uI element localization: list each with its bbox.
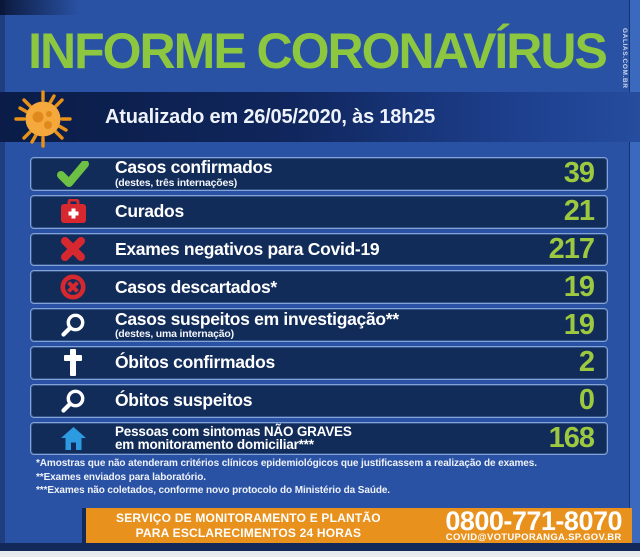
cross-icon <box>31 349 115 377</box>
virus-icon <box>14 90 72 148</box>
footnote-2: **Exames enviados para laboratório. <box>36 471 206 483</box>
search-icon <box>31 312 115 338</box>
right-edge-strip <box>629 0 640 557</box>
email-address: COVID@VOTUPORANGA.SP.GOV.BR <box>445 531 622 543</box>
left-edge-shade <box>0 0 5 557</box>
stat-sublabel: (destes, uma internação) <box>115 328 234 341</box>
stat-label-line2: em monitoramento domiciliar*** <box>115 437 314 453</box>
stat-sublabel: (destes, três internações) <box>115 176 238 189</box>
stat-label: Casos suspeitos em investigação** <box>115 308 399 329</box>
search-icon <box>31 388 115 414</box>
update-bar: Atualizado em 26/05/2020, às 18h25 <box>0 92 640 142</box>
update-timestamp: Atualizado em 26/05/2020, às 18h25 <box>105 105 436 128</box>
phone-number: 0800-771-8070 <box>445 505 622 536</box>
stat-label: Casos descartados* <box>115 276 277 297</box>
stats-list: Casos confirmados (destes, três internaç… <box>30 157 608 456</box>
bottom-navy-strip <box>0 543 640 551</box>
house-icon <box>31 426 115 451</box>
stat-row-casos-suspeitos: Casos suspeitos em investigação** (deste… <box>30 308 608 342</box>
stat-value: 0 <box>578 384 595 417</box>
stat-label: Exames negativos para Covid-19 <box>115 238 380 259</box>
stat-value: 21 <box>563 195 595 228</box>
stat-value: 217 <box>548 233 595 265</box>
stat-label: Casos confirmados <box>115 157 273 178</box>
stat-label: Curados <box>115 200 184 221</box>
stat-label: Óbitos suspeitos <box>115 389 253 410</box>
service-line1: SERVIÇO DE MONITORAMENTO E PLANTÃO <box>116 511 381 525</box>
x-mark-icon <box>31 236 115 262</box>
stat-value: 19 <box>563 308 595 341</box>
bottom-white-strip <box>0 551 640 557</box>
stat-row-monitoramento-domiciliar: Pessoas com sintomas NÃO GRAVES em monit… <box>30 421 608 456</box>
footer-contact-bar: SERVIÇO DE MONITORAMENTO E PLANTÃO PARA … <box>82 505 632 543</box>
stat-row-exames-negativos: Exames negativos para Covid-19 217 <box>30 232 608 267</box>
stat-label: Pessoas com sintomas NÃO GRAVES <box>115 423 352 439</box>
service-line2: PARA ESCLARECIMENTOS 24 HORAS <box>135 525 362 540</box>
stat-value: 2 <box>578 346 595 379</box>
credit-watermark: GALIAS.COM.BR <box>621 28 628 89</box>
first-aid-kit-icon <box>31 199 115 224</box>
stat-row-casos-confirmados: Casos confirmados (destes, três internaç… <box>30 157 608 191</box>
stat-label: Óbitos confirmados <box>115 352 275 373</box>
footnote-3: ***Exames não coletados, conforme novo p… <box>36 485 390 496</box>
stat-value: 168 <box>548 421 595 454</box>
stat-row-curados: Curados 21 <box>30 194 608 229</box>
stat-value: 19 <box>563 270 595 303</box>
footnotes: *Amostras que não atenderam critérios cl… <box>36 457 620 498</box>
page-title: INFORME CORONAVÍRUS <box>28 23 608 79</box>
check-icon <box>31 160 115 187</box>
circle-x-icon <box>31 274 115 300</box>
stat-value: 39 <box>563 157 595 190</box>
top-left-shadow <box>0 0 80 15</box>
stat-row-obitos-suspeitos: Óbitos suspeitos 0 <box>30 383 608 418</box>
footnote-1: *Amostras que não atenderam critérios cl… <box>36 458 537 469</box>
stat-row-casos-descartados: Casos descartados* 19 <box>30 270 608 305</box>
stat-row-obitos-confirmados: Óbitos confirmados 2 <box>30 345 608 380</box>
service-text: SERVIÇO DE MONITORAMENTO E PLANTÃO PARA … <box>116 511 381 540</box>
contact-block: 0800-771-8070 COVID@VOTUPORANGA.SP.GOV.B… <box>445 505 622 543</box>
